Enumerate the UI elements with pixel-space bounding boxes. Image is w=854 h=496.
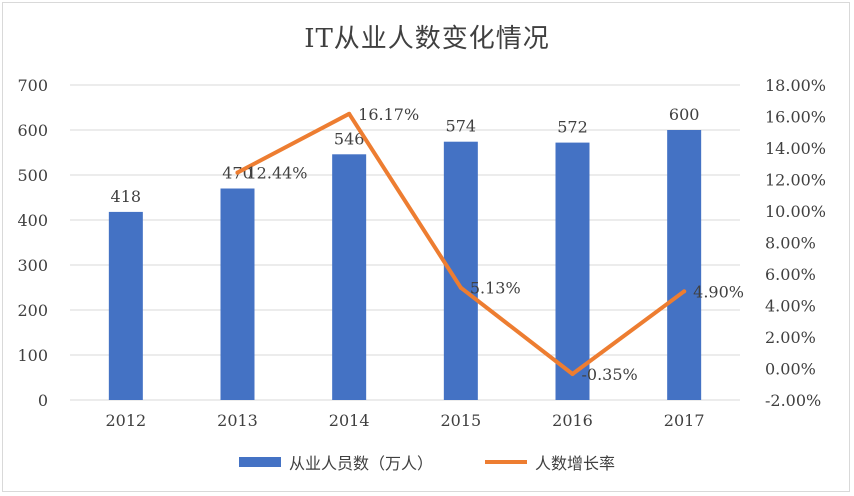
y-right-tick-label: 4.00% — [765, 297, 816, 316]
bar-data-label: 600 — [669, 105, 700, 124]
x-tick-label: 2017 — [664, 411, 705, 430]
x-tick-label: 2015 — [440, 411, 481, 430]
line-point — [682, 289, 687, 294]
chart-title: IT从业人数变化情况 — [304, 24, 550, 54]
y-left-tick-label: 300 — [17, 256, 48, 275]
y-right-tick-label: 12.00% — [765, 171, 826, 190]
y-right-tick-label: 2.00% — [765, 328, 816, 347]
line-point — [458, 285, 463, 290]
line-point — [570, 372, 575, 377]
y-right-tick-label: 16.00% — [765, 108, 826, 127]
bar-data-label: 418 — [111, 187, 142, 206]
line-data-label: 16.17% — [358, 105, 419, 124]
y-right-tick-label: 6.00% — [765, 265, 816, 284]
legend-label-bar: 从业人员数（万人） — [288, 454, 433, 473]
line-data-label: -0.35% — [582, 365, 638, 384]
y-right-tick-label: -2.00% — [765, 391, 821, 410]
chart-legend: 从业人员数（万人） 人数增长率 — [0, 450, 854, 474]
line-point — [347, 111, 352, 116]
line-data-label: 5.13% — [470, 279, 521, 298]
y-left-tick-label: 600 — [17, 121, 48, 140]
bar-data-label: 574 — [446, 117, 477, 136]
y-right-tick-label: 14.00% — [765, 139, 826, 158]
y-right-tick-label: 10.00% — [765, 202, 826, 221]
line-point — [235, 170, 240, 175]
legend-label-line: 人数增长率 — [535, 454, 616, 473]
y-left-tick-label: 500 — [17, 166, 48, 185]
y-right-tick-label: 8.00% — [765, 234, 816, 253]
y-right-tick-label: 18.00% — [765, 76, 826, 95]
bar — [220, 188, 255, 400]
x-tick-label: 2014 — [329, 411, 370, 430]
x-tick-label: 2012 — [105, 411, 146, 430]
legend-item-line: 人数增长率 — [485, 450, 615, 474]
y-left-tick-label: 100 — [17, 346, 48, 365]
bar — [332, 154, 367, 400]
bar — [667, 130, 702, 400]
legend-swatch-bar — [238, 457, 281, 467]
x-tick-label: 2013 — [217, 411, 258, 430]
y-left-tick-label: 0 — [38, 391, 48, 410]
y-left-tick-label: 700 — [17, 76, 48, 95]
bar — [108, 211, 143, 400]
bar-data-label: 572 — [557, 118, 588, 137]
line-data-label: 12.44% — [247, 164, 308, 183]
y-left-tick-label: 200 — [17, 301, 48, 320]
bar-data-label: 546 — [334, 129, 365, 148]
y-right-tick-label: 0.00% — [765, 360, 816, 379]
legend-swatch-line — [485, 460, 527, 464]
x-tick-label: 2016 — [552, 411, 593, 430]
y-left-tick-label: 400 — [17, 211, 48, 230]
legend-item-bar: 从业人员数（万人） — [238, 450, 433, 474]
bar — [555, 142, 590, 400]
line-data-label: 4.90% — [693, 282, 744, 301]
